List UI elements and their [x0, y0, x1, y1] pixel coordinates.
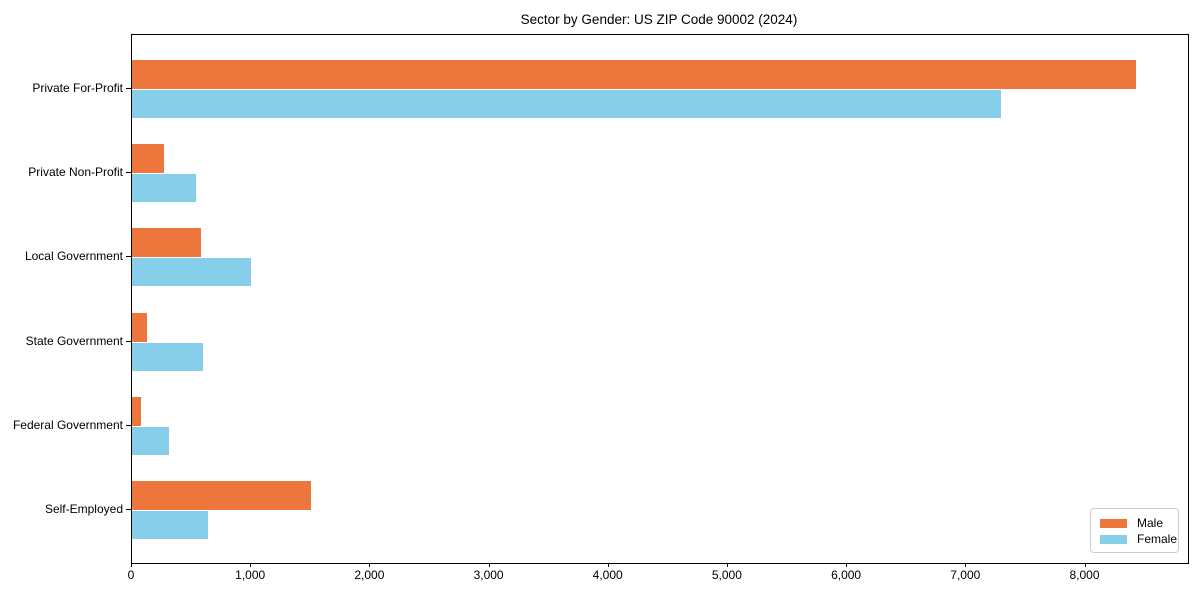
bar-male-4: [132, 396, 141, 426]
bar-female-3: [132, 342, 203, 371]
female-series-swatch-icon: [1100, 534, 1127, 544]
bar-female-1: [132, 174, 196, 203]
x-tick-label: 8,000: [1069, 568, 1100, 582]
bar-female-5: [132, 511, 208, 539]
chart-title: Sector by Gender: US ZIP Code 90002 (202…: [520, 12, 798, 27]
y-tick-mark: [126, 88, 131, 89]
y-tick-mark: [126, 340, 131, 342]
x-tick-label: 3,000: [473, 568, 504, 582]
x-tick-mark: [250, 563, 252, 567]
legend: Male Female: [1090, 508, 1179, 553]
bar-female-2: [132, 258, 252, 287]
legend-item-male: Male: [1100, 515, 1170, 531]
bar-female-4: [132, 426, 169, 455]
x-tick-mark: [1084, 563, 1086, 567]
x-tick-mark: [846, 563, 848, 567]
y-tick-mark: [126, 509, 131, 510]
legend-label-female: Female: [1137, 532, 1178, 546]
bar-male-3: [132, 312, 147, 342]
bar-female-0: [132, 90, 1001, 118]
y-tick-label: Self-Employed: [44, 502, 123, 516]
y-tick-label: Local Government: [24, 249, 123, 264]
bar-male-2: [132, 228, 201, 258]
x-tick-mark: [488, 563, 490, 567]
legend-item-female: Female: [1100, 531, 1177, 547]
x-tick-label: 4,000: [592, 568, 623, 582]
y-tick-label: Private For-Profit: [32, 81, 123, 95]
y-tick-label: State Government: [25, 333, 123, 348]
x-tick-label: 0: [127, 568, 135, 582]
x-tick-label: 6,000: [831, 568, 862, 582]
x-tick-mark: [131, 563, 132, 567]
x-tick-mark: [369, 563, 371, 567]
y-tick-label: Federal Government: [12, 417, 123, 432]
plot-area: [131, 34, 1189, 564]
y-tick-mark: [126, 424, 131, 426]
bar-male-0: [132, 60, 1136, 89]
bar-male-5: [132, 481, 312, 510]
y-tick-mark: [126, 172, 131, 174]
x-tick-label: 5,000: [711, 568, 742, 582]
bar-male-1: [132, 144, 165, 174]
x-tick-mark: [607, 563, 609, 567]
x-tick-mark: [726, 563, 728, 567]
male-series-swatch-icon: [1100, 518, 1127, 528]
x-tick-label: 2,000: [354, 568, 385, 582]
x-tick-mark: [965, 563, 967, 567]
y-tick-label: Private Non-Profit: [28, 165, 123, 180]
y-tick-mark: [126, 256, 131, 258]
x-tick-label: 7,000: [950, 568, 981, 582]
x-tick-label: 1,000: [235, 568, 266, 582]
legend-label-male: Male: [1137, 516, 1164, 530]
